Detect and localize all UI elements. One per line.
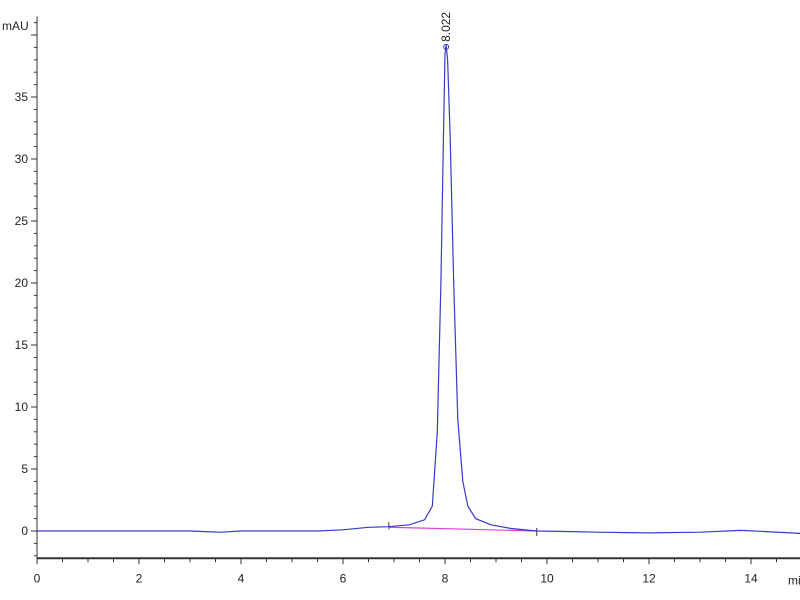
y-axis-label: mAU — [2, 19, 29, 33]
y-tick-label: 30 — [15, 152, 29, 166]
x-axis-label: min — [788, 573, 800, 587]
x-tick-label: 12 — [642, 571, 656, 585]
x-tick-label: 4 — [238, 571, 245, 585]
y-tick-label: 35 — [15, 90, 29, 104]
x-tick-label: 2 — [136, 571, 143, 585]
x-tick-label: 10 — [540, 571, 554, 585]
x-tick-label: 0 — [34, 571, 41, 585]
y-tick-label: 25 — [15, 214, 29, 228]
x-tick-label: 8 — [442, 571, 449, 585]
integration-baseline — [388, 526, 537, 532]
y-tick-label: 10 — [15, 400, 29, 414]
peak-apex-marker — [443, 43, 450, 50]
x-tick-label: 6 — [340, 571, 347, 585]
peak-label: 8.022 — [439, 12, 453, 42]
y-tick-label: 15 — [15, 338, 29, 352]
y-tick-label: 0 — [21, 524, 28, 538]
y-tick-label: 20 — [15, 276, 29, 290]
x-tick-label: 14 — [744, 571, 758, 585]
y-tick-label: 5 — [21, 462, 28, 476]
chromatogram-trace — [37, 44, 800, 534]
